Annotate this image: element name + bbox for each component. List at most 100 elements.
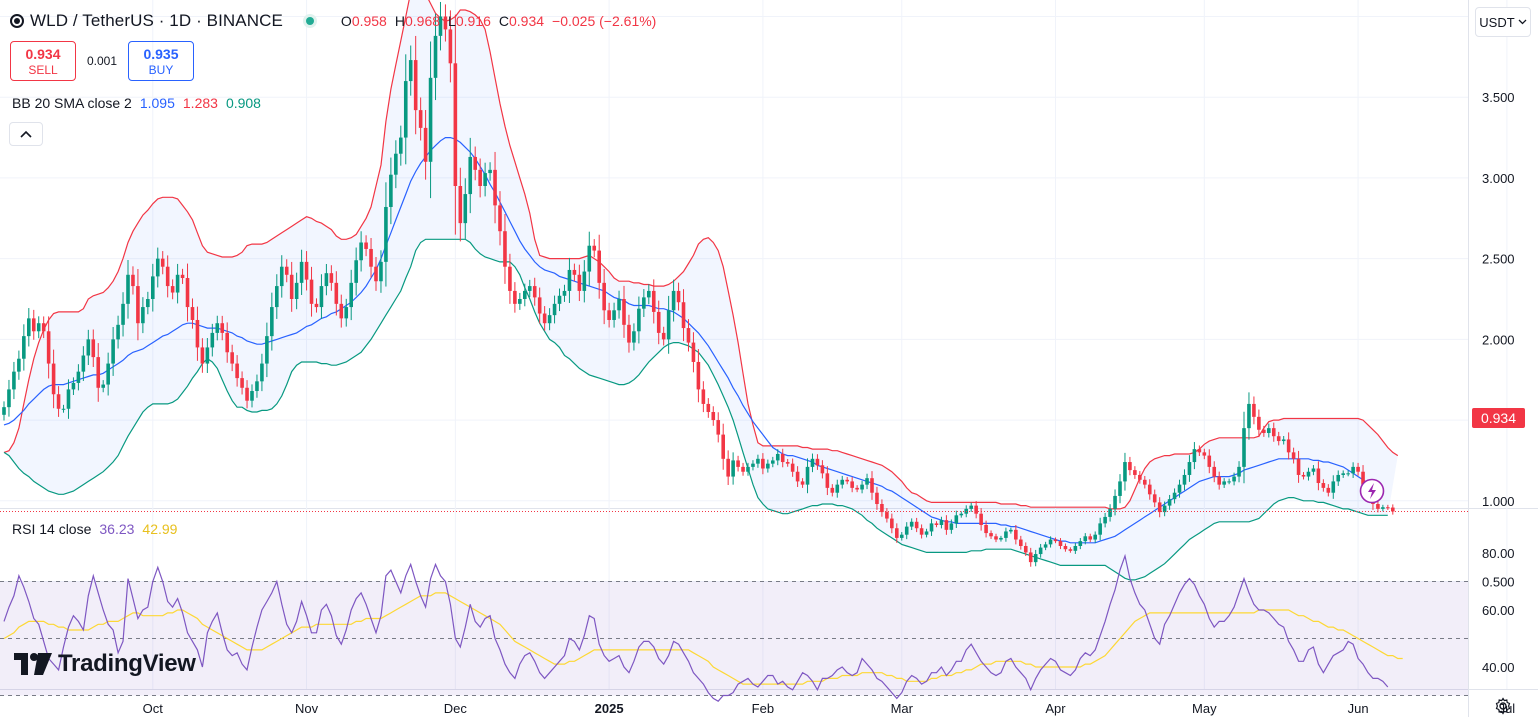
- candle-body: [284, 266, 289, 275]
- candle-body: [12, 371, 16, 390]
- candle-body: [681, 302, 686, 329]
- candle-body: [805, 466, 810, 485]
- low-label: L: [448, 13, 456, 29]
- tradingview-logo[interactable]: TradingView: [14, 650, 196, 678]
- candle-body: [175, 274, 180, 293]
- currency-select[interactable]: USDT: [1475, 7, 1531, 37]
- candle-body: [225, 332, 229, 353]
- candle-body: [394, 153, 398, 175]
- chart-header: WLD / TetherUS · 1D · BINANCE O0.958 H0.…: [10, 10, 656, 32]
- candle-body: [875, 492, 879, 505]
- candle-body: [131, 274, 135, 287]
- candle-body: [597, 250, 601, 283]
- candle-body: [701, 389, 706, 404]
- candle-body: [761, 458, 765, 469]
- price-tick-label: 3.500: [1482, 90, 1515, 105]
- candle-body: [91, 339, 96, 358]
- candle-body: [617, 299, 621, 311]
- candle-body: [1073, 545, 1078, 551]
- candle-body: [250, 391, 254, 401]
- market-status-icon[interactable]: [302, 14, 317, 28]
- candle-body: [1093, 534, 1097, 540]
- candle-body: [374, 266, 378, 282]
- candle-body: [870, 478, 874, 493]
- candle-body: [1311, 468, 1316, 472]
- candle-body: [820, 465, 825, 474]
- candle-body: [741, 466, 745, 472]
- candle-body: [66, 389, 71, 409]
- symbol-title[interactable]: WLD / TetherUS · 1D · BINANCE: [30, 11, 283, 30]
- candle-body: [294, 282, 299, 299]
- time-tick-label: Apr: [1045, 701, 1066, 716]
- candle-body: [1113, 495, 1117, 509]
- candle-body: [215, 323, 220, 333]
- rsi-pane: [0, 553, 1468, 702]
- candle-body: [1133, 470, 1137, 475]
- candle-body: [840, 479, 845, 485]
- lightning-icon[interactable]: [1359, 478, 1385, 504]
- sell-button[interactable]: 0.934 SELL: [10, 41, 76, 81]
- candle-body: [587, 245, 592, 272]
- price-tick-label: 3.000: [1482, 171, 1515, 186]
- candle-body: [860, 484, 864, 490]
- candle-body: [141, 307, 145, 324]
- candle-body: [1103, 516, 1107, 524]
- candle-body: [245, 387, 249, 401]
- candle-body: [1227, 481, 1231, 483]
- candle-body: [1212, 466, 1217, 477]
- buy-label: BUY: [148, 63, 174, 77]
- candle-body: [1143, 479, 1147, 485]
- bb-label: BB 20 SMA close 2: [12, 95, 132, 111]
- candle-body: [1237, 466, 1241, 477]
- candle-body: [513, 290, 517, 304]
- candle-body: [1316, 468, 1321, 484]
- candle-body: [696, 361, 701, 390]
- candle-body: [895, 528, 899, 538]
- candle-body: [979, 513, 983, 525]
- price-tick-label: 1.000: [1482, 494, 1515, 509]
- candle-body: [1043, 544, 1048, 548]
- candle-body: [56, 394, 61, 409]
- candle-body: [929, 523, 934, 532]
- candle-body: [1341, 473, 1345, 475]
- candle-body: [289, 274, 294, 299]
- candle-body: [468, 156, 473, 195]
- candle-body: [627, 324, 631, 343]
- candle-body: [825, 473, 830, 488]
- candle-body: [815, 458, 820, 466]
- candle-body: [458, 186, 463, 224]
- price-tick-label: 0.500: [1482, 575, 1515, 590]
- candle-body: [666, 310, 671, 340]
- candle-body: [974, 505, 978, 514]
- candle-body: [498, 205, 502, 232]
- candle-body: [632, 331, 636, 343]
- rsi-legend[interactable]: RSI 14 close 36.23 42.99: [12, 521, 177, 537]
- candle-body: [1222, 481, 1226, 485]
- candle-body: [1108, 508, 1112, 517]
- candle-body: [299, 261, 304, 283]
- candle-body: [567, 269, 572, 291]
- candle-body: [1048, 539, 1053, 545]
- candle-body: [1286, 439, 1291, 453]
- price-tick-label: 2.000: [1482, 332, 1515, 347]
- candle-body: [260, 363, 264, 382]
- candle-body: [473, 156, 477, 170]
- candle-body: [1068, 549, 1073, 551]
- candle-body: [51, 363, 56, 395]
- candle-body: [924, 531, 929, 535]
- collapse-legend-button[interactable]: [9, 122, 43, 146]
- candle-body: [775, 453, 780, 461]
- candle-body: [671, 290, 676, 311]
- candle-body: [855, 487, 859, 490]
- candle-body: [756, 458, 760, 464]
- buy-button[interactable]: 0.935 BUY: [128, 41, 194, 81]
- candle-body: [686, 328, 691, 343]
- candle-body: [1172, 492, 1177, 500]
- close-value: 0.934: [509, 13, 545, 29]
- candle-body: [1157, 502, 1162, 513]
- settings-gear-icon[interactable]: [1494, 697, 1512, 715]
- candle-body: [1192, 449, 1197, 463]
- candle-body: [532, 286, 537, 298]
- bb-legend[interactable]: BB 20 SMA close 2 1.095 1.283 0.908: [12, 95, 261, 111]
- candle-body: [384, 206, 388, 262]
